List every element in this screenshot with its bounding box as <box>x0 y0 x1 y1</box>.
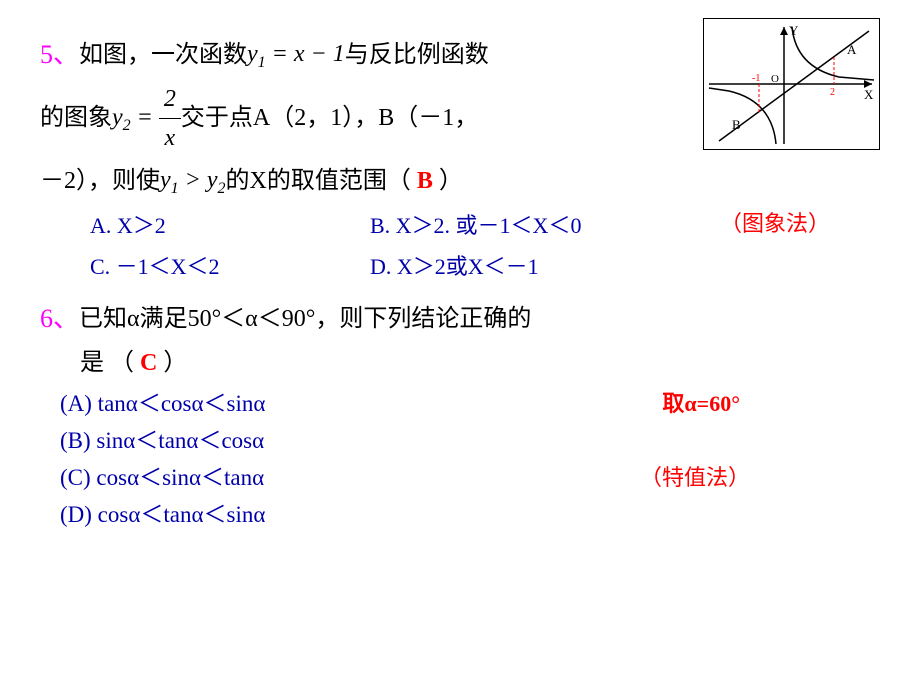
q5-text6: 的X的取值范围（ <box>226 162 411 200</box>
tick-2: 2 <box>830 87 835 98</box>
q6-opt-c-row: (C) cosα＜sinα＜tanα （特值法） <box>40 460 880 497</box>
q5-text4: 交于点A（2，1），B（－1， <box>181 99 478 137</box>
q6-text3: ） <box>163 344 187 382</box>
q5-opt-a: A. X＞2 <box>90 208 370 243</box>
q5-text7: ） <box>439 162 463 200</box>
q6-text1: 已知α满足50°＜α＜90°，则下列结论正确的 <box>79 300 531 338</box>
q5-eq2: y2 = 2x <box>112 80 181 158</box>
point-b-label: B <box>732 117 741 132</box>
q6-number: 6、 <box>40 298 79 340</box>
q6-line2: 是 （ C ） <box>80 344 880 382</box>
q6-opt-c: (C) cosα＜sinα＜tanα <box>60 460 880 497</box>
q6-hint2: （特值法） <box>640 460 750 495</box>
q5-answer: B <box>417 162 433 200</box>
point-a-label: A <box>847 42 857 57</box>
q6-opt-a: (A) tanα＜cosα＜sinα <box>60 386 880 423</box>
q5-opt-b: B. X＞2. 或－1＜X＜0 <box>370 208 690 243</box>
q5-text2: 与反比例函数 <box>345 36 489 74</box>
q5-text3: 的图象 <box>40 99 112 137</box>
q6-line1: 6、 已知α满足50°＜α＜90°，则下列结论正确的 <box>40 298 880 340</box>
q5-text1: 如图，一次函数 <box>79 36 247 74</box>
q6-answer: C <box>140 344 157 382</box>
q5-line3: －2），则使 y1 > y2 的X的取值范围（ B ） <box>40 161 880 201</box>
q5-number: 5、 <box>40 34 79 76</box>
x-axis-label: X <box>864 87 874 102</box>
q5-options-row2: C. －1＜X＜2 D. X＞2或X＜－1 <box>90 249 880 284</box>
q6-opt-a-row: (A) tanα＜cosα＜sinα 取α=60° <box>40 386 880 423</box>
q5-eq1: y1 = x − 1 <box>247 35 345 75</box>
q6-opt-d: (D) cosα＜tanα＜sinα <box>60 497 880 534</box>
q6-opt-b: (B) sinα＜tanα＜cosα <box>60 423 880 460</box>
q5-opt-d: D. X＞2或X＜－1 <box>370 249 650 284</box>
q5-opt-c: C. －1＜X＜2 <box>90 249 370 284</box>
q5-options-row1: A. X＞2 B. X＞2. 或－1＜X＜0 （图象法） <box>40 208 880 243</box>
q5-eq3: y1 > y2 <box>160 161 226 201</box>
tick-neg1: -1 <box>752 73 760 84</box>
q5-text5: －2），则使 <box>40 162 160 200</box>
function-graph: Y X O A B -1 2 <box>703 18 880 150</box>
q6-hint1: 取α=60° <box>662 386 740 421</box>
q5-hint: （图象法） <box>720 206 830 241</box>
q6-text2: 是 （ <box>80 344 134 382</box>
origin-label: O <box>771 73 779 85</box>
